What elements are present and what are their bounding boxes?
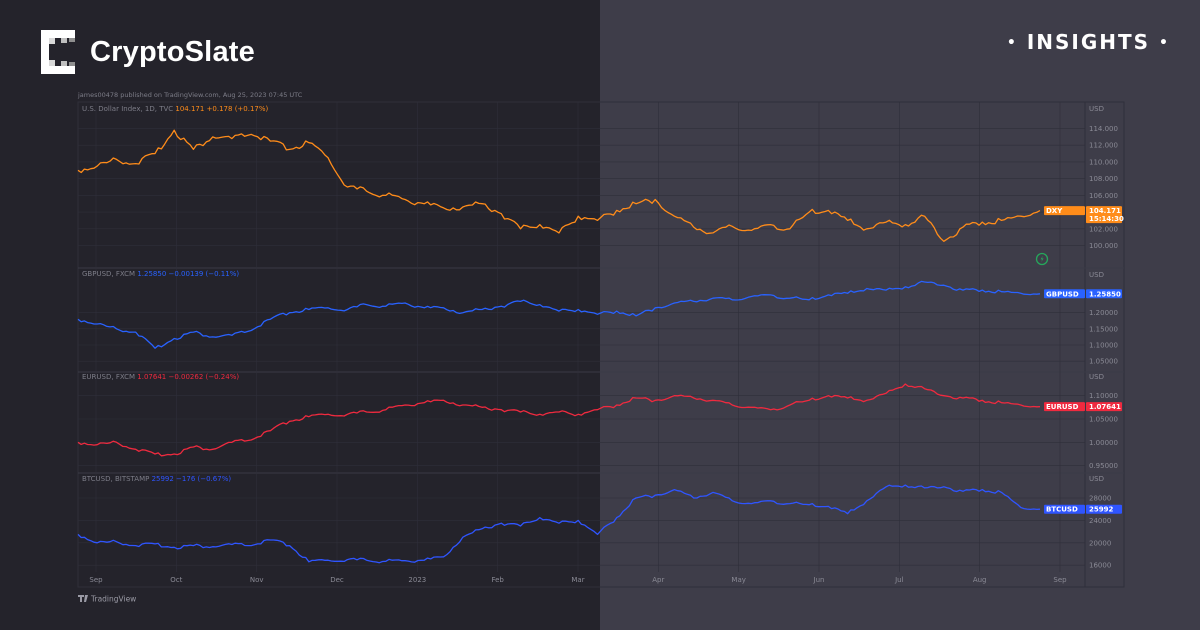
alert-icon[interactable] (1035, 252, 1049, 266)
btcusd-y-tick-label: 24000 (1089, 517, 1111, 525)
chart-series (77, 129, 1041, 564)
eurusd-series-line (77, 383, 1041, 457)
gbpusd-y-tick-label: 1.05000 (1089, 358, 1118, 366)
chart-ticks: U.S. Dollar Index, 1D, TVC 104.171 +0.17… (82, 105, 1118, 570)
eurusd-y-tick-label: 1.00000 (1089, 439, 1118, 447)
eurusd-y-tick-label: 0.95000 (1089, 462, 1118, 470)
dxy-series-line (77, 129, 1041, 242)
badge-dot-right: • (1159, 35, 1170, 51)
dxy-unit-label: USD (1089, 105, 1104, 113)
btcusd-y-tick-label: 16000 (1089, 562, 1111, 570)
x-tick-label: Sep (89, 576, 103, 584)
dxy-panel-title: U.S. Dollar Index, 1D, TVC 104.171 +0.17… (82, 105, 269, 113)
dxy-y-tick-label: 108.000 (1089, 175, 1118, 183)
eurusd-panel-title: EURUSD, FXCM 1.07641 −0.00262 (−0.24%) (82, 373, 239, 381)
btcusd-tag-name-box (1044, 504, 1085, 514)
eurusd-quote: 1.07641 −0.00262 (−0.24%) (137, 373, 239, 381)
btcusd-tag-value: 25992 (1089, 506, 1113, 514)
gbpusd-series-line (77, 280, 1041, 349)
dxy-y-tick-label: 100.000 (1089, 242, 1118, 250)
x-tick-label: Apr (652, 576, 664, 584)
dxy-y-tick-label: 112.000 (1089, 142, 1118, 150)
tradingview-logo: TradingView (78, 595, 136, 604)
chart-grid (78, 102, 1085, 572)
gbpusd-unit-label: USD (1089, 271, 1104, 279)
x-tick-label: Jul (894, 576, 904, 584)
gbpusd-tag-name-box (1044, 289, 1085, 299)
btcusd-panel-title: BTCUSD, BITSTAMP 25992 −176 (−0.67%) (82, 475, 231, 483)
chart-border (77, 101, 1125, 588)
x-axis: Sep Oct Nov Dec 2023 Feb Mar Apr May Jun Jul Aug Sep (89, 576, 1067, 584)
dxy-tag-name: DXY (1046, 207, 1063, 215)
gbpusd-y-tick-label: 1.15000 (1089, 325, 1118, 333)
dxy-tag-value: 104.171 (1089, 207, 1121, 215)
insights-badge: • INSIGHTS • (1007, 30, 1170, 54)
eurusd-y-tick-label: 1.05000 (1089, 416, 1118, 424)
right-background-panel (600, 0, 1200, 630)
btcusd-tag-name: BTCUSD (1046, 506, 1078, 514)
dxy-quote: 104.171 +0.178 (+0.17%) (175, 105, 268, 113)
x-tick-label: 2023 (408, 576, 426, 584)
x-tick-label: Jun (813, 576, 825, 584)
tradingview-label: TradingView (90, 595, 136, 604)
gbpusd-tag-value: 1.25850 (1089, 290, 1121, 298)
dxy-tag-name-box (1044, 206, 1085, 216)
x-tick-label: Mar (571, 576, 584, 584)
x-tick-label: Oct (170, 576, 182, 584)
gbpusd-y-tick-label: 1.10000 (1089, 342, 1118, 350)
x-tick-label: Nov (250, 576, 264, 584)
eurusd-tag-value-box (1086, 402, 1122, 412)
eurusd-tag-value: 1.07641 (1089, 403, 1121, 411)
x-tick-label: Aug (973, 576, 987, 584)
x-tick-label: Sep (1053, 576, 1067, 584)
dxy-y-tick-label: 114.000 (1089, 125, 1118, 133)
btcusd-y-tick-label: 20000 (1089, 539, 1111, 547)
chart-source: james00478 published on TradingView.com,… (77, 91, 303, 99)
brand-name: CryptoSlate (90, 36, 255, 68)
insights-label: INSIGHTS (1026, 30, 1151, 54)
dxy-y-tick-label: 106.000 (1089, 192, 1118, 200)
x-tick-label: Dec (330, 576, 344, 584)
gbpusd-tag-value-box (1086, 289, 1122, 299)
cryptoslate-logo (41, 30, 75, 74)
eurusd-tag-name: EURUSD (1046, 403, 1079, 411)
eurusd-tag-name-box (1044, 402, 1085, 412)
dxy-y-tick-label: 102.000 (1089, 225, 1118, 233)
x-tick-label: Feb (491, 576, 504, 584)
gbpusd-quote: 1.25850 −0.00139 (−0.11%) (137, 270, 239, 278)
dxy-tag-time: 15:14:30 (1089, 215, 1124, 223)
badge-dot-left: • (1006, 35, 1018, 51)
eurusd-y-tick-label: 1.10000 (1089, 392, 1118, 400)
dxy-y-tick-label: 110.000 (1089, 158, 1118, 166)
gbpusd-tag-name: GBPUSD (1046, 290, 1079, 298)
btcusd-unit-label: USD (1089, 475, 1104, 483)
dxy-tag-value-box (1086, 206, 1122, 224)
btcusd-series-line (77, 484, 1041, 564)
btcusd-y-tick-label: 28000 (1089, 495, 1111, 503)
gbpusd-panel-title: GBPUSD, FXCM 1.25850 −0.00139 (−0.11%) (82, 270, 239, 278)
btcusd-quote: 25992 −176 (−0.67%) (152, 475, 232, 483)
gbpusd-y-tick-label: 1.20000 (1089, 309, 1118, 317)
btcusd-tag-value-box (1086, 504, 1122, 514)
chart-frame (77, 101, 1125, 588)
x-tick-label: May (731, 576, 745, 584)
eurusd-unit-label: USD (1089, 373, 1104, 381)
